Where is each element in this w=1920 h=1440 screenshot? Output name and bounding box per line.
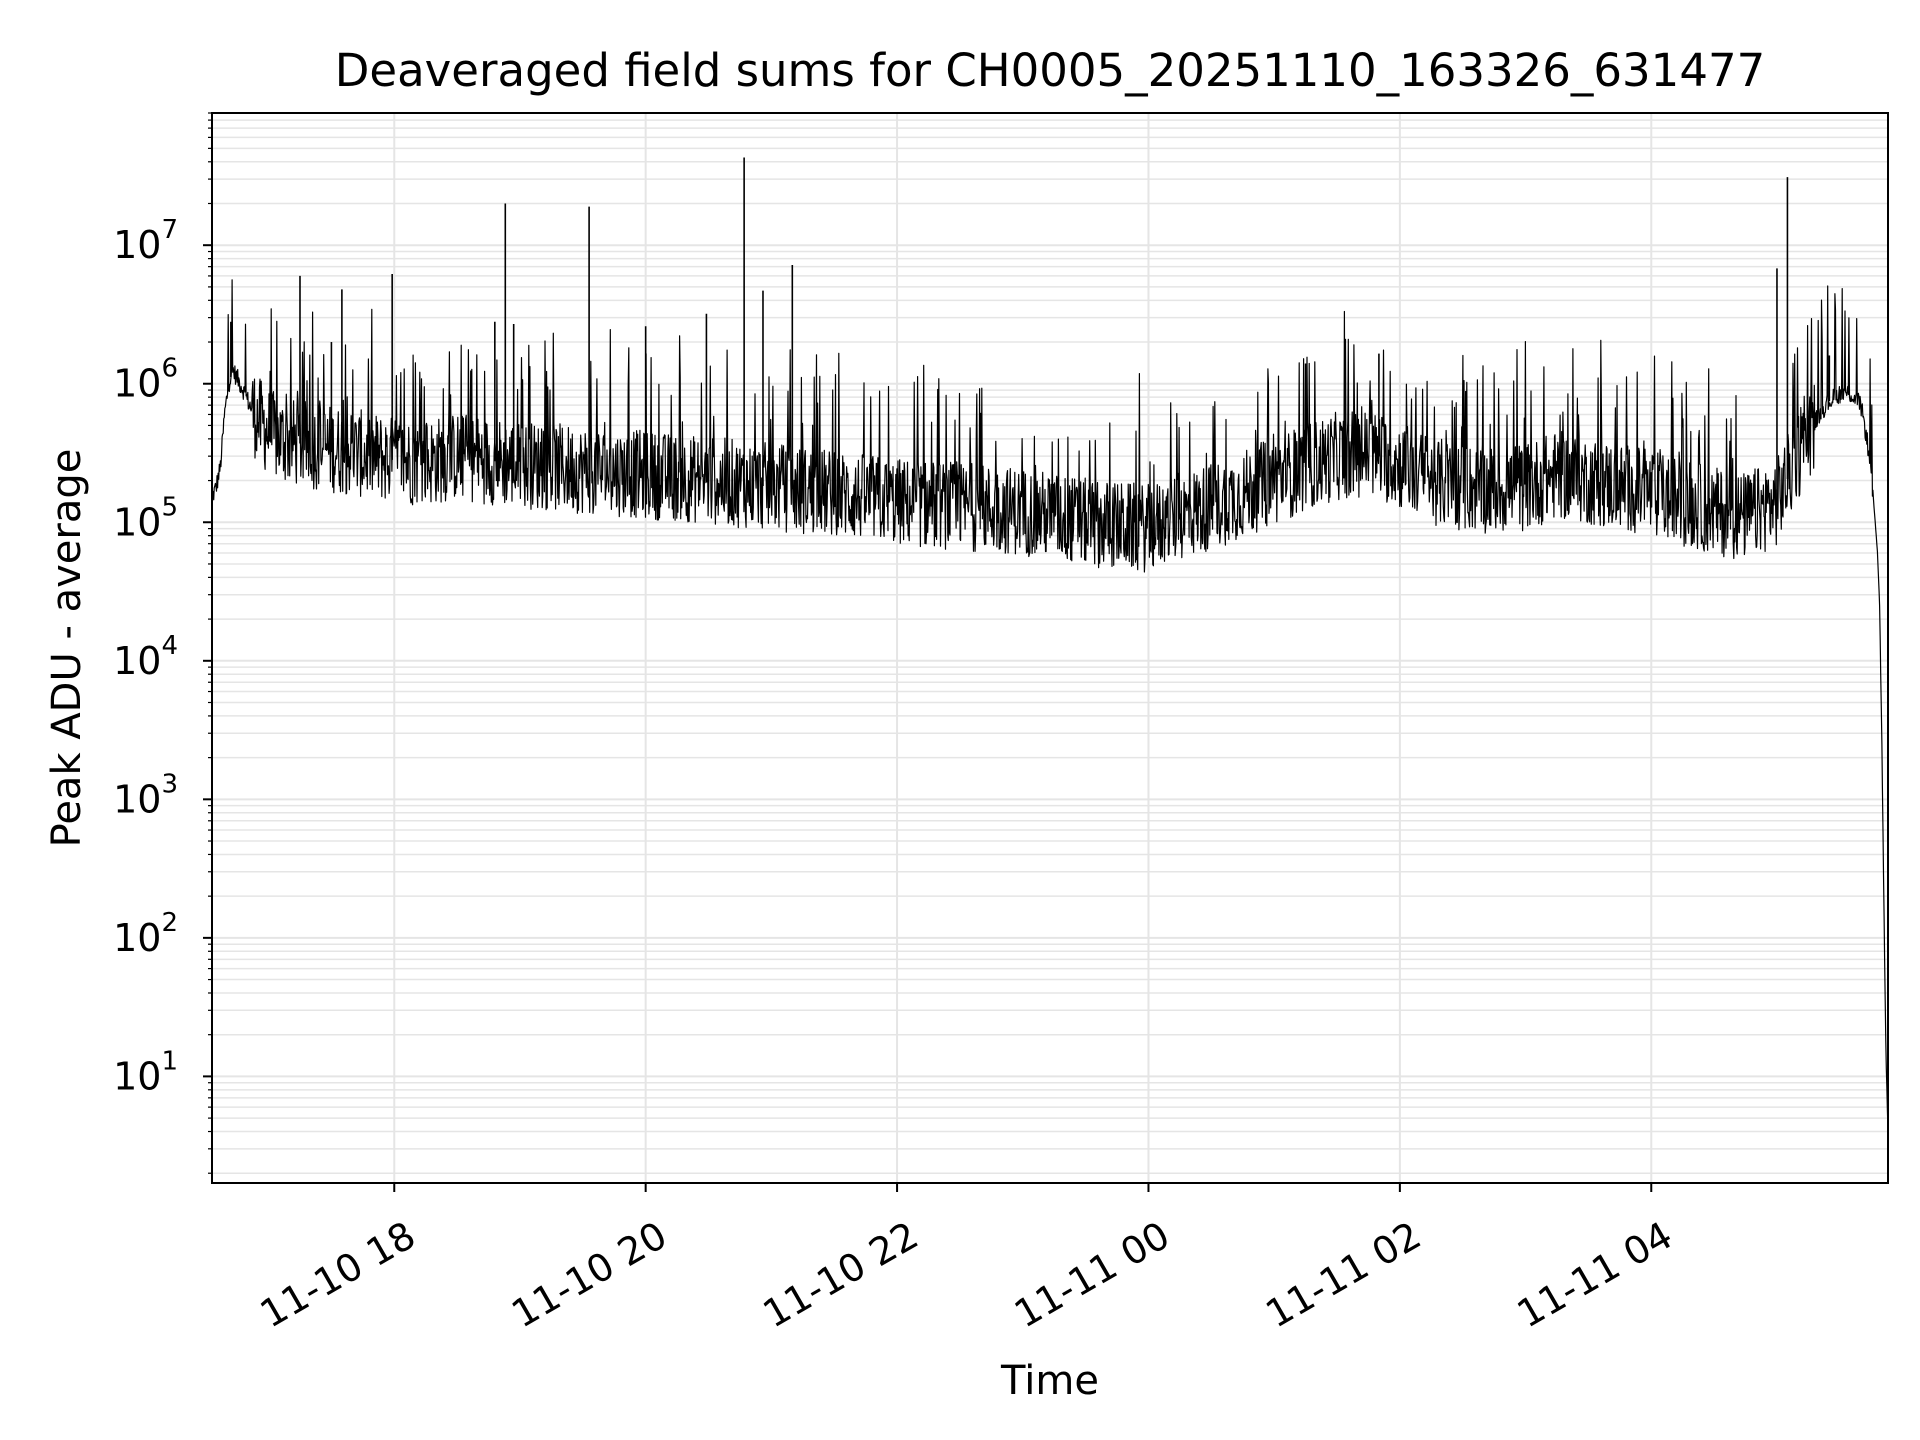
y-axis-label: Peak ADU - average — [44, 449, 90, 848]
y-tick-label: 107 — [113, 215, 178, 267]
plot-frame — [211, 112, 1889, 1184]
y-tick-labels: 101 102 103 104 105 106 107 — [113, 215, 178, 1098]
x-axis-label: Time — [1000, 1358, 1099, 1404]
series-line — [211, 279, 1889, 1132]
y-tick-label: 106 — [113, 354, 178, 406]
series-layer — [211, 157, 1889, 1132]
y-tick-label: 101 — [113, 1046, 178, 1098]
y-tick-label: 103 — [113, 769, 178, 821]
y-tick-label: 104 — [113, 631, 178, 683]
chart-title: Deaveraged field sums for CH0005_2025111… — [335, 44, 1765, 97]
grid-lines — [212, 112, 1888, 1183]
tick-marks — [203, 112, 1653, 1192]
y-tick-label: 102 — [113, 908, 178, 960]
y-tick-label: 105 — [113, 492, 178, 544]
